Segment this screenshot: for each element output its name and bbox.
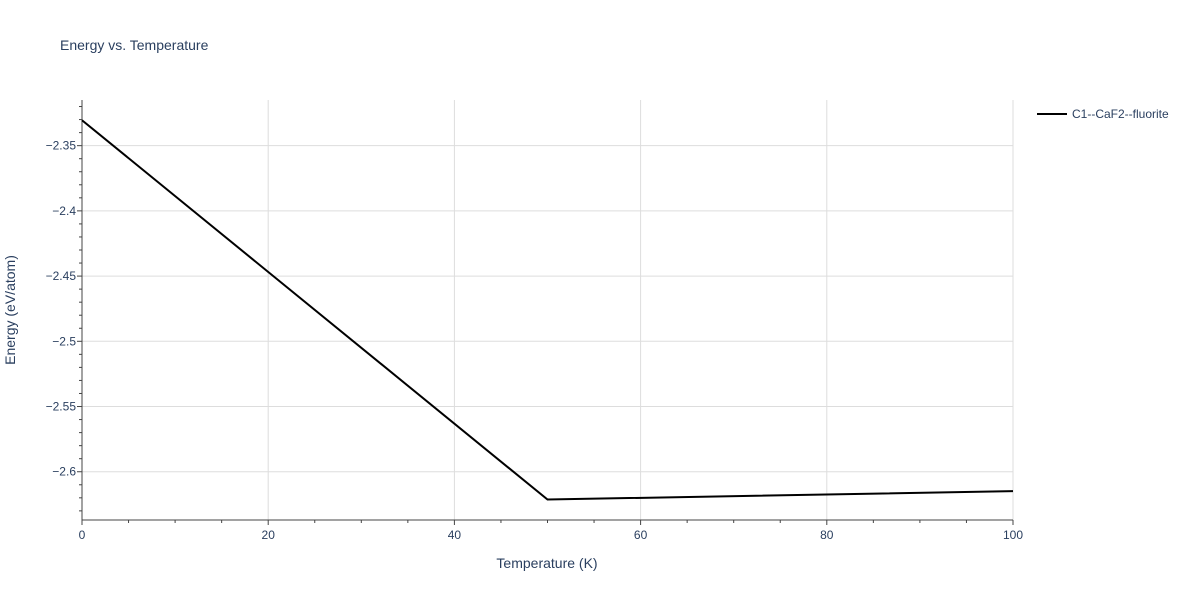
series-line bbox=[81, 119, 1014, 501]
x-axis-title: Temperature (K) bbox=[496, 555, 597, 571]
y-tick-label: −2.4 bbox=[52, 204, 76, 218]
legend-label[interactable]: C1--CaF2--fluorite bbox=[1072, 107, 1169, 121]
minor-ticks bbox=[77, 106, 1014, 525]
x-tick-label: 100 bbox=[1003, 528, 1023, 542]
x-tick-label: 20 bbox=[262, 528, 276, 542]
y-tick-labels: −2.35 −2.4 −2.45 −2.5 −2.55 −2.6 bbox=[46, 139, 77, 479]
y-tick-label: −2.45 bbox=[46, 269, 77, 283]
x-tick-labels: 0 20 40 60 80 100 bbox=[79, 528, 1024, 542]
x-tick-label: 0 bbox=[79, 528, 86, 542]
y-axis-title: Energy (eV/atom) bbox=[2, 255, 18, 365]
x-tick-label: 40 bbox=[448, 528, 462, 542]
x-tick-label: 80 bbox=[820, 528, 834, 542]
series-group bbox=[81, 119, 1014, 501]
axes bbox=[81, 100, 1013, 521]
y-tick-label: −2.6 bbox=[52, 465, 76, 479]
chart-title: Energy vs. Temperature bbox=[60, 37, 209, 53]
y-tick-label: −2.35 bbox=[46, 139, 77, 153]
legend[interactable]: C1--CaF2--fluorite bbox=[1037, 107, 1169, 121]
y-tick-label: −2.55 bbox=[46, 400, 77, 414]
gridlines bbox=[82, 100, 1014, 520]
y-tick-label: −2.5 bbox=[52, 334, 76, 348]
x-tick-label: 60 bbox=[634, 528, 648, 542]
